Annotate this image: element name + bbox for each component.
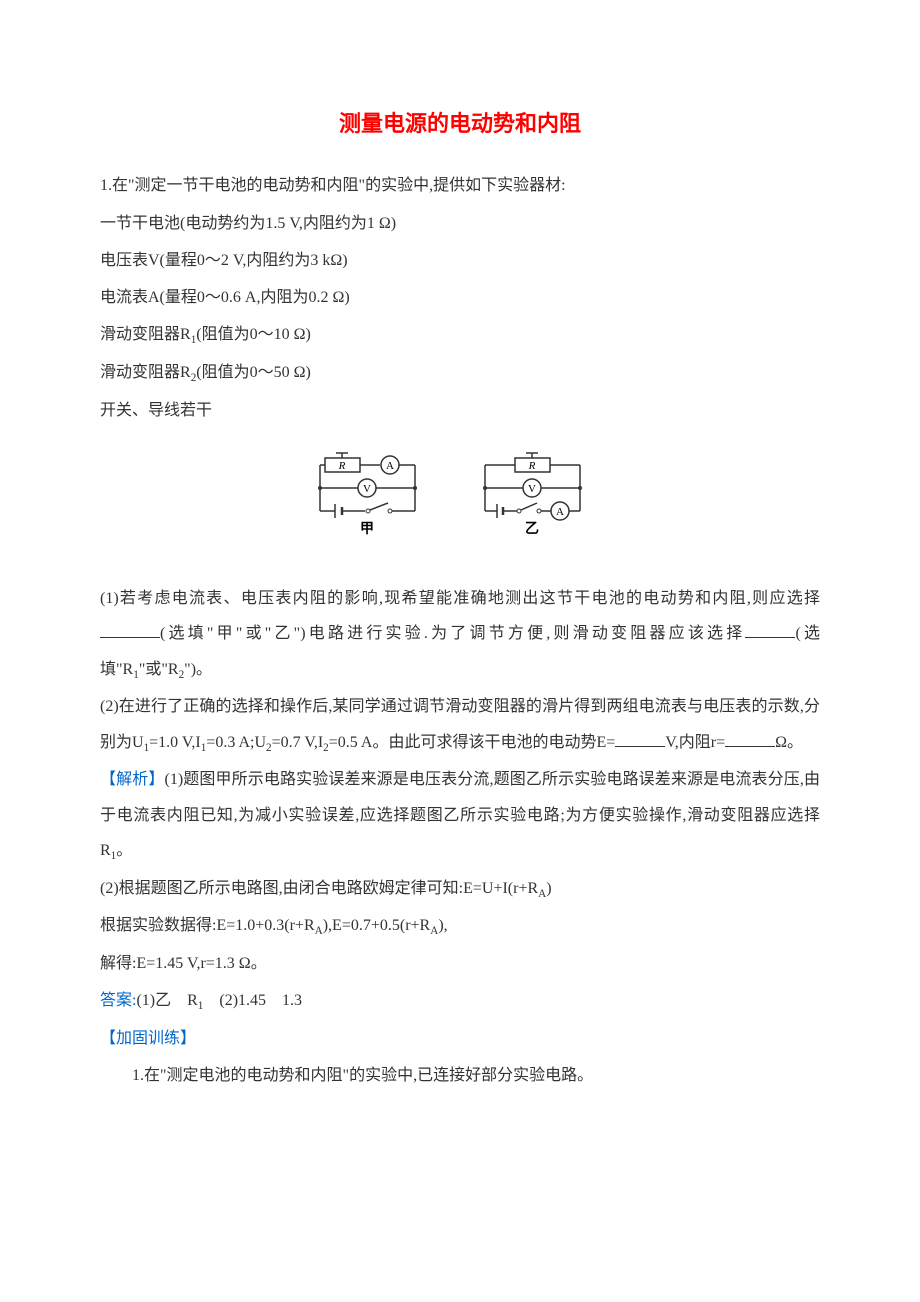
page-title: 测量电源的电动势和内阻 bbox=[100, 100, 820, 148]
equipment-item: 开关、导线若干 bbox=[100, 393, 820, 428]
question-intro: 1.在"测定一节干电池的电动势和内阻"的实验中,提供如下实验器材: bbox=[100, 168, 820, 203]
question-part-1: (1)若考虑电流表、电压表内阻的影响,现希望能准确地测出这节干电池的电动势和内阻… bbox=[100, 581, 820, 687]
equipment-item: 滑动变阻器R2(阻值为0～50 Ω) bbox=[100, 355, 820, 391]
analysis-line: 根据实验数据得:E=1.0+0.3(r+RA),E=0.7+0.5(r+RA), bbox=[100, 908, 820, 944]
ammeter-label: A bbox=[386, 460, 394, 472]
voltmeter-label: V bbox=[363, 483, 371, 495]
diagram-label-yi: 乙 bbox=[525, 521, 539, 537]
answer-label: 答案: bbox=[100, 992, 136, 1009]
equipment-item: 滑动变阻器R1(阻值为0～10 Ω) bbox=[100, 317, 820, 353]
question-part-2: (2)在进行了正确的选择和操作后,某同学通过调节滑动变阻器的滑片得到两组电流表与… bbox=[100, 689, 820, 760]
analysis-line: 解得:E=1.45 V,r=1.3 Ω。 bbox=[100, 946, 820, 981]
equipment-item: 电压表V(量程0～2 V,内阻约为3 kΩ) bbox=[100, 243, 820, 278]
answer-line: 答案:(1)乙 R1 (2)1.45 1.3 bbox=[100, 983, 820, 1019]
equipment-item: 一节干电池(电动势约为1.5 V,内阻约为1 Ω) bbox=[100, 206, 820, 241]
analysis-label: 【解析】 bbox=[100, 771, 164, 788]
diagram-label-jia: 甲 bbox=[360, 521, 374, 537]
equipment-item: 电流表A(量程0～0.6 A,内阻为0.2 Ω) bbox=[100, 280, 820, 315]
analysis-line: (2)根据题图乙所示电路图,由闭合电路欧姆定律可知:E=U+I(r+RA) bbox=[100, 871, 820, 907]
extra-question: 1.在"测定电池的电动势和内阻"的实验中,已连接好部分实验电路。 bbox=[100, 1058, 820, 1093]
voltmeter-label: V bbox=[528, 483, 536, 495]
rheostat-label: R bbox=[338, 460, 346, 472]
extra-practice-label: 【加固训练】 bbox=[100, 1021, 820, 1056]
rheostat-label: R bbox=[528, 460, 536, 472]
ammeter-label: A bbox=[556, 506, 564, 518]
circuit-diagrams: R A V bbox=[100, 443, 820, 566]
analysis-section: 【解析】(1)题图甲所示电路实验误差来源是电压表分流,题图乙所示实验电路误差来源… bbox=[100, 762, 820, 868]
